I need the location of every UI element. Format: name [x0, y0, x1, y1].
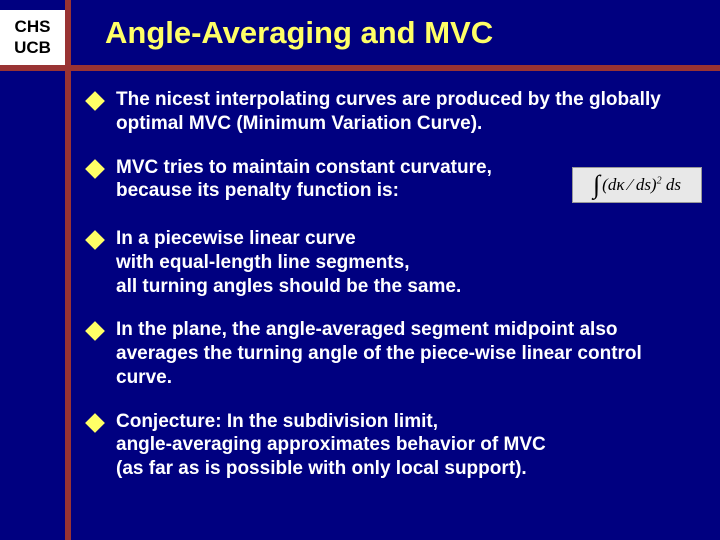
diamond-bullet-icon — [85, 413, 105, 433]
bullet-text: Conjecture: In the subdivision limit,ang… — [116, 410, 703, 481]
header-line2: UCB — [14, 38, 51, 58]
bullet-item: Conjecture: In the subdivision limit,ang… — [88, 410, 703, 481]
bullet-text: The nicest interpolating curves are prod… — [116, 88, 703, 136]
header-box: CHS UCB — [0, 10, 65, 65]
content-area: The nicest interpolating curves are prod… — [88, 88, 703, 501]
bullet-item: The nicest interpolating curves are prod… — [88, 88, 703, 136]
diamond-bullet-icon — [85, 91, 105, 111]
bullet-text: In the plane, the angle-averaged segment… — [116, 318, 703, 389]
bullet-item: In the plane, the angle-averaged segment… — [88, 318, 703, 389]
vertical-divider — [65, 0, 71, 540]
slide-title: Angle-Averaging and MVC — [105, 15, 493, 51]
bullet-item: In a piecewise linear curvewith equal-le… — [88, 227, 703, 298]
diamond-bullet-icon — [85, 230, 105, 250]
formula-image: ∫(dκ ⁄ ds)2 ds — [572, 167, 702, 203]
diamond-bullet-icon — [85, 321, 105, 341]
diamond-bullet-icon — [85, 159, 105, 179]
horizontal-divider — [0, 65, 720, 71]
header-line1: CHS — [15, 17, 51, 37]
bullet-text: In a piecewise linear curvewith equal-le… — [116, 227, 703, 298]
